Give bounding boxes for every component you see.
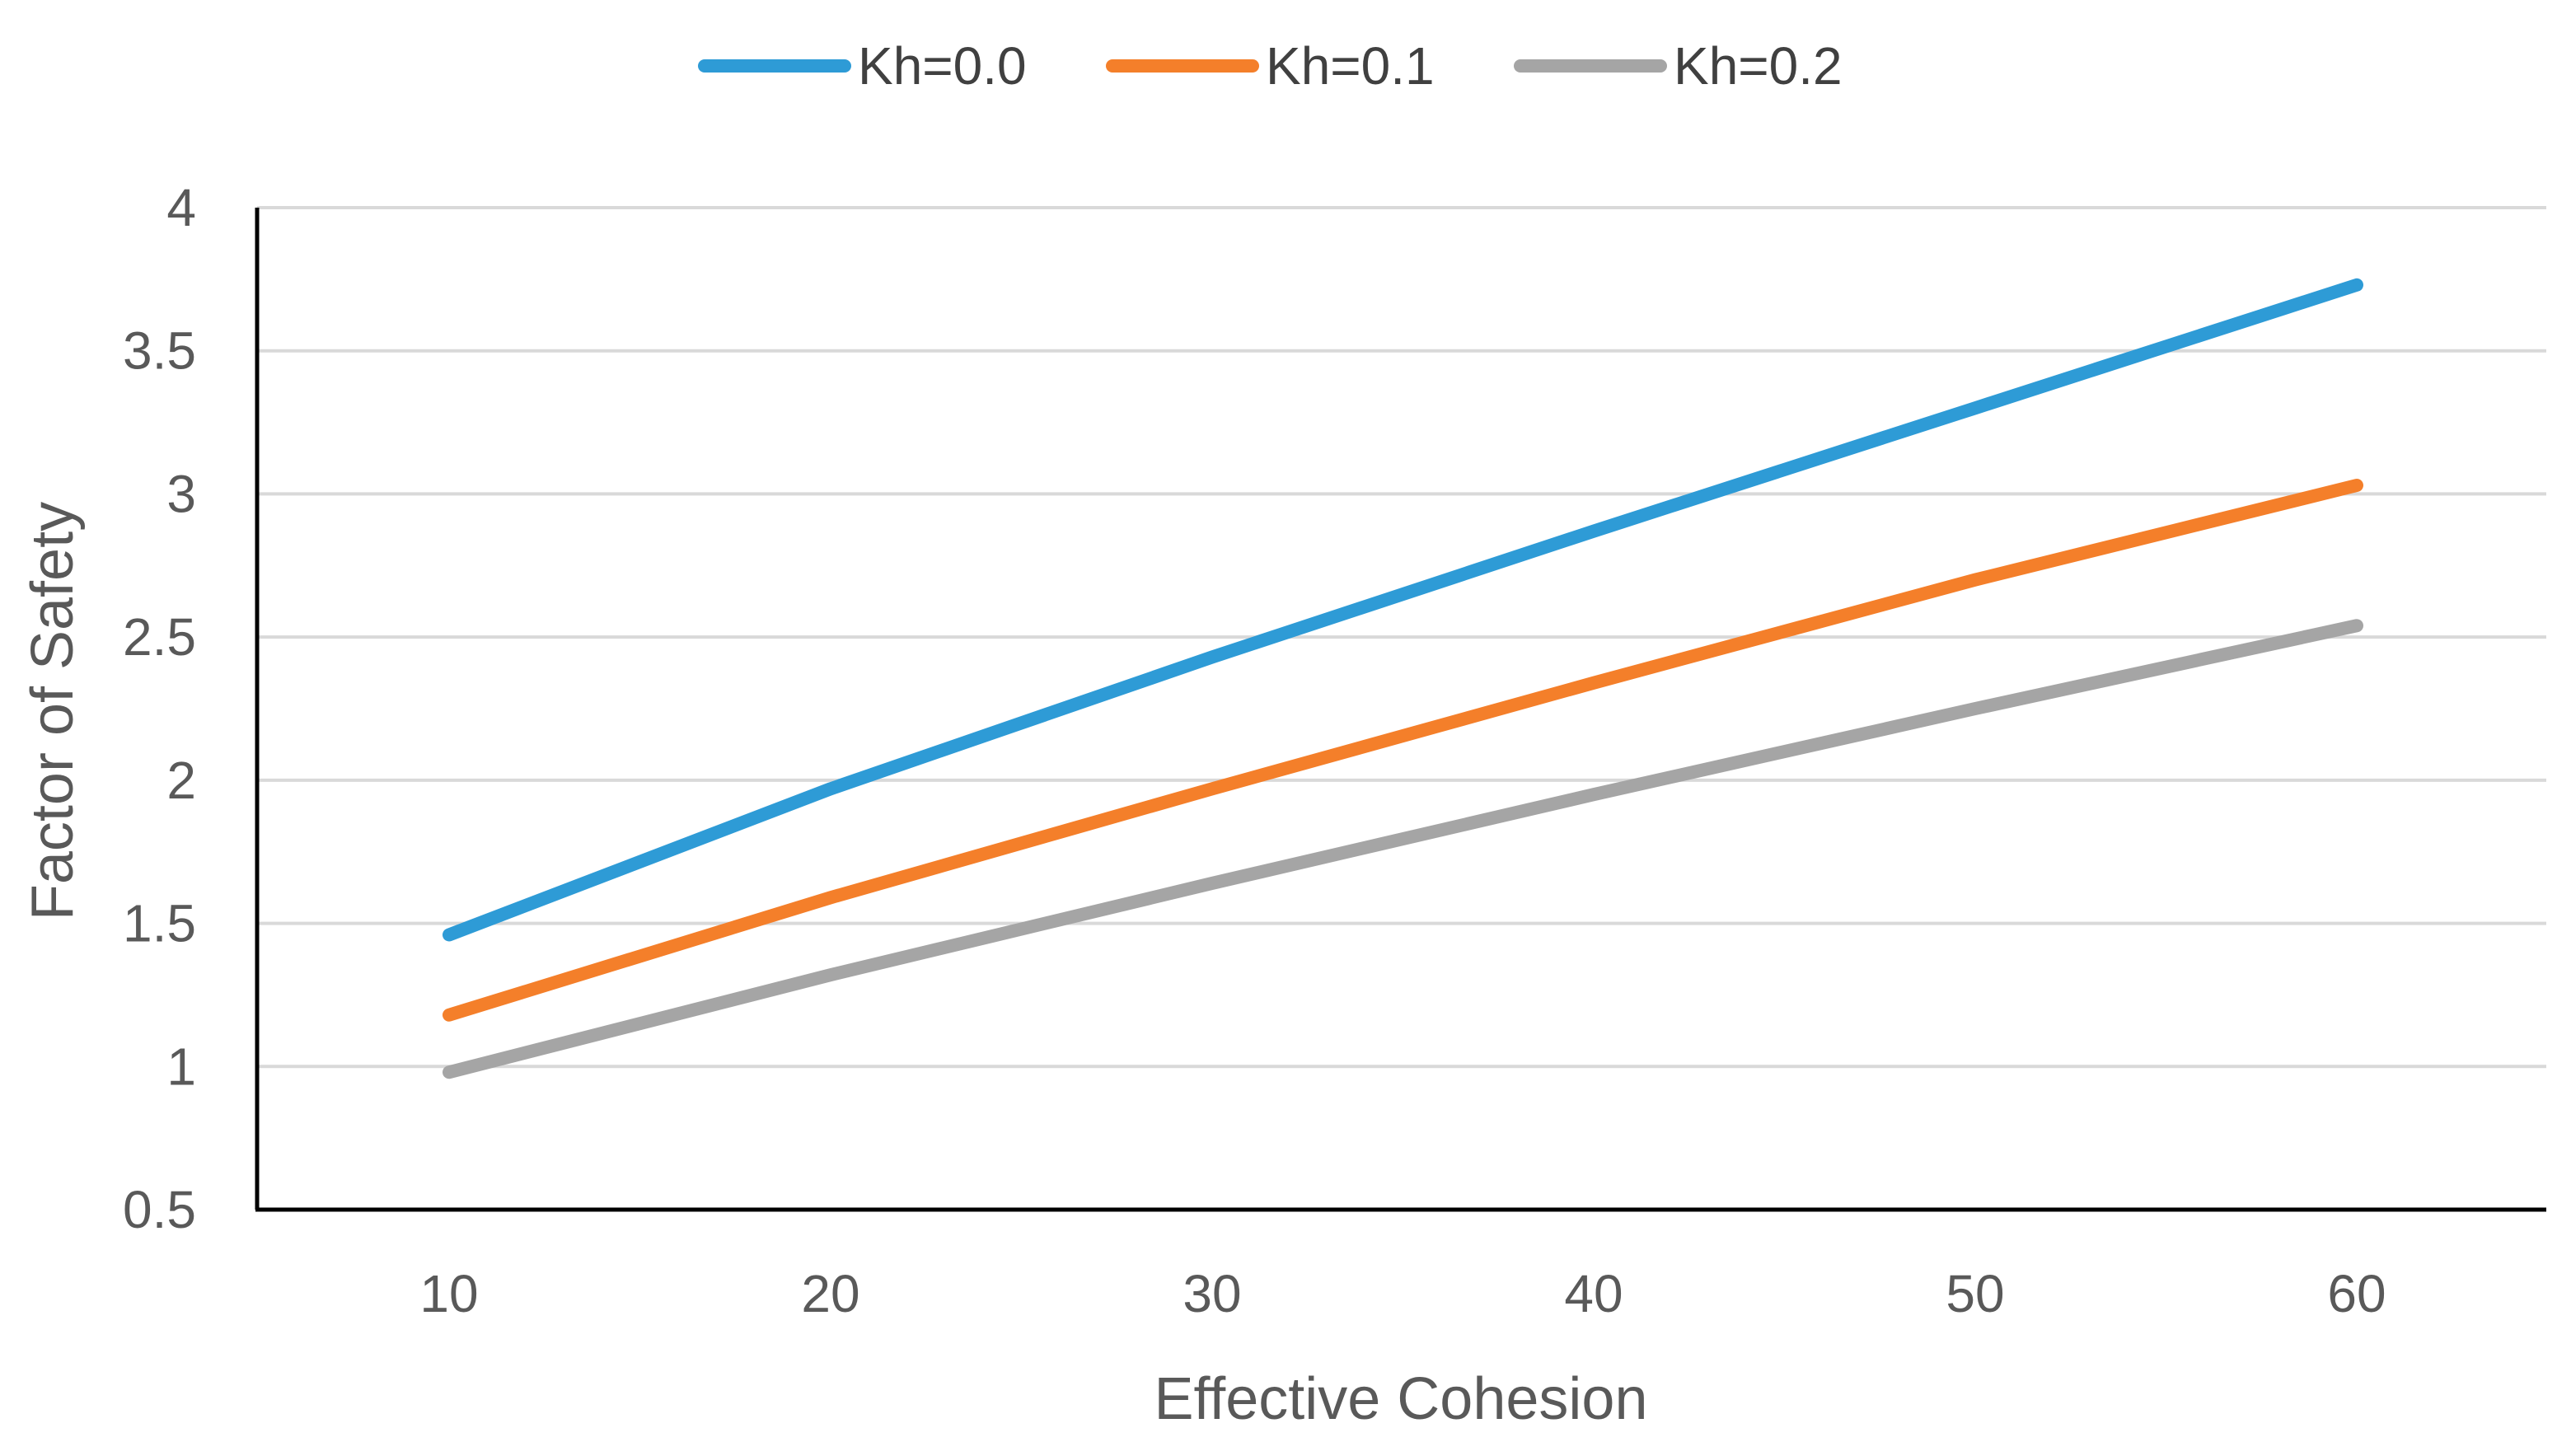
- series-line: [443, 479, 2363, 1022]
- x-tick-label: 60: [2327, 1264, 2386, 1323]
- legend-item: Kh=0.0: [698, 36, 1027, 96]
- y-tick-label: 2: [166, 751, 196, 810]
- y-tick-label: 3.5: [123, 321, 196, 381]
- y-tick-label: 0.5: [123, 1180, 196, 1239]
- legend-label: Kh=0.2: [1674, 36, 1843, 96]
- y-tick-labels: 0.5 1 1.5 2 2.5 3 3.5 4: [123, 178, 196, 1239]
- x-tick-label: 40: [1564, 1264, 1623, 1323]
- legend-item: Kh=0.1: [1106, 36, 1435, 96]
- series-layer: [443, 278, 2363, 1079]
- y-axis-title: Factor of Safety: [20, 502, 86, 920]
- x-tick-label: 10: [419, 1264, 478, 1323]
- x-tick-label: 50: [1946, 1264, 2004, 1323]
- axes: [255, 208, 2546, 1212]
- series-kh-0-2: [443, 619, 2363, 1079]
- legend-item: Kh=0.2: [1514, 36, 1843, 96]
- y-tick-label: 4: [166, 178, 196, 237]
- y-tick-label: 2.5: [123, 607, 196, 667]
- legend-label: Kh=0.0: [858, 36, 1027, 96]
- series-line: [443, 619, 2363, 1079]
- legend: Kh=0.0 Kh=0.1 Kh=0.2: [698, 36, 1843, 96]
- y-tick-label: 1.5: [123, 894, 196, 953]
- legend-label: Kh=0.1: [1266, 36, 1435, 96]
- x-axis-title: Effective Cohesion: [1154, 1366, 1647, 1432]
- y-tick-label: 3: [166, 464, 196, 523]
- x-tick-label: 20: [801, 1264, 859, 1323]
- series-line: [443, 278, 2363, 942]
- x-tick-labels: 10 20 30 40 50 60: [419, 1264, 2386, 1323]
- x-tick-label: 30: [1182, 1264, 1241, 1323]
- y-tick-label: 1: [166, 1037, 196, 1096]
- series-kh-0-1: [443, 479, 2363, 1022]
- series-kh-0-0: [443, 278, 2363, 942]
